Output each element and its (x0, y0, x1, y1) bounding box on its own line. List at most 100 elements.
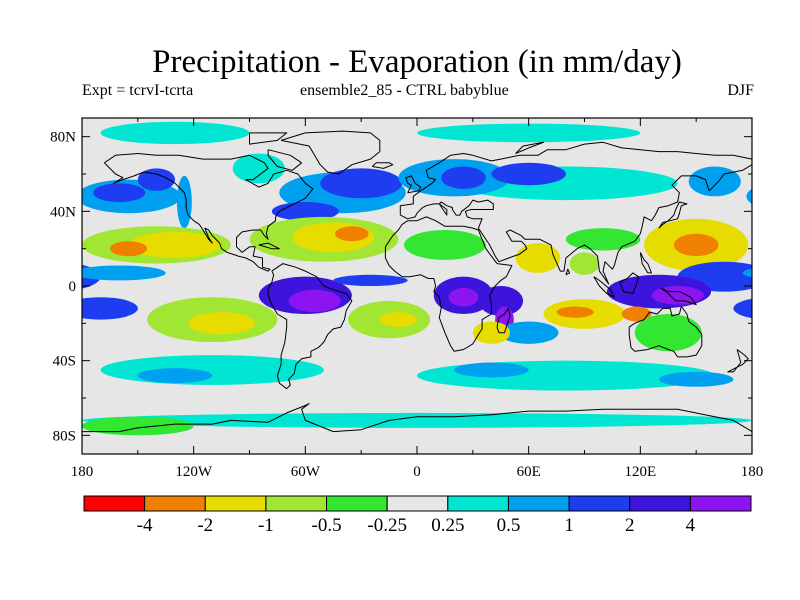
region-north-atlantic-subtropics-max (335, 226, 369, 242)
coastline-eurasia (399, 141, 752, 285)
region-north-pacific-storm-track-core (93, 183, 146, 203)
coastline-antarctica (82, 403, 752, 433)
left-subtitle: Expt = tcrvI-tcrta (82, 82, 194, 99)
season-label: DJF (727, 82, 754, 99)
y-tick-label: 80N (50, 130, 76, 146)
region-north-america-west-coast (176, 175, 192, 229)
coastline-baffin-island (267, 149, 303, 171)
region-southern-ocean-core-a (137, 368, 213, 384)
region-russia (491, 162, 566, 186)
y-tick-label: 40S (53, 354, 76, 370)
region-spcz (82, 297, 138, 320)
colorbar-box (568, 495, 631, 512)
x-tick-label: 60W (291, 464, 321, 480)
region-antarctic-margin (82, 412, 752, 428)
coastline-new-guinea (660, 287, 697, 306)
region-bay-of-bengal (569, 252, 600, 275)
colorbar-box (629, 495, 691, 512)
colorbar-label: -4 (137, 515, 153, 536)
colorbar-label: -1 (258, 515, 274, 536)
region-central-africa-core (448, 287, 479, 307)
coastline-north-america (103, 153, 314, 272)
region-north-pacific-storm-track (746, 188, 752, 204)
coastline-iceland (371, 162, 394, 169)
colorbar-label: -0.25 (367, 515, 407, 536)
coastline-sri-lanka (565, 268, 571, 276)
y-tick-label: 0 (69, 279, 77, 295)
colorbar-box (83, 495, 146, 512)
region-arabian-sea (515, 243, 561, 273)
region-northwest-australia (621, 306, 652, 322)
region-east-pacific-subtropics (752, 226, 800, 263)
x-tick-label: 180 (741, 464, 764, 480)
region-indian-ocean-dry-core (556, 306, 594, 318)
coastline-sumatra (593, 276, 615, 298)
colorbar-label: 0.5 (497, 515, 521, 536)
coastline-south-america (267, 263, 353, 390)
region-east-pacific-subtropics-core (128, 231, 222, 258)
colorbar-box (265, 495, 328, 512)
colorbar-box (507, 495, 570, 512)
coastline-madagascar (496, 307, 511, 334)
colorbar-box (447, 495, 509, 512)
coastline-ellesmere-island (249, 132, 288, 145)
colorbar: -4 -2 -1 -0.5 -0.25 0.25 0.5 1 2 4 (83, 495, 752, 536)
region-australia (634, 314, 702, 352)
center-subtitle: ensemble2_85 - CTRL babyblue (300, 82, 509, 99)
coastline-africa (384, 216, 513, 352)
region-sahara (403, 230, 486, 260)
colorbar-box (326, 495, 388, 512)
region-antarctic-margin (752, 413, 800, 428)
colorbar-box (144, 495, 206, 512)
region-ross-sea-dry (752, 417, 800, 436)
region-west-pacific-subtropics-max (673, 233, 719, 257)
region-atlantic-itcz (333, 274, 408, 286)
region-southern-ocean-belt-west (100, 355, 324, 385)
region-spcz (733, 298, 752, 319)
region-indian-ocean-south (498, 321, 559, 344)
region-antarctic-margin (0, 413, 82, 428)
page-title: Precipitation - Evaporation (in mm/day) (152, 44, 682, 80)
coastline-great-britain (405, 175, 422, 194)
colorbar-box (386, 495, 449, 512)
region-hawaii-subtropics-max (109, 241, 148, 257)
region-southern-ocean-core-b (658, 371, 734, 387)
colorbar-label: 0.25 (431, 515, 464, 536)
colorbar-label: -2 (197, 515, 213, 536)
y-tick-label: 80S (53, 428, 76, 444)
coastline-japan (658, 201, 688, 229)
colorbar-box (204, 495, 267, 512)
x-tick-label: 120E (624, 464, 656, 480)
colorbar-label: 4 (686, 515, 696, 536)
region-pacific-itcz-center (82, 265, 166, 281)
colorbar-box (689, 495, 752, 512)
x-tick-label: 0 (413, 464, 421, 480)
x-tick-label: 120W (175, 464, 213, 480)
region-pacific-itcz-center (742, 268, 752, 278)
coastline-australia (628, 306, 703, 358)
coastline-greenland (280, 130, 381, 175)
region-arctic-east (417, 123, 641, 143)
coastline-new-zealand (727, 349, 749, 373)
region-amazon-core (288, 289, 341, 313)
coastline-borneo (619, 272, 639, 294)
region-asia-subtropics (565, 228, 641, 251)
region-europe-core (441, 166, 486, 189)
region-south-atlantic-core (379, 312, 417, 328)
region-ross-sea-dry (82, 416, 194, 436)
region-arctic-west (100, 121, 250, 145)
region-hudson-bay (232, 153, 285, 184)
y-tick-label: 40N (50, 204, 76, 220)
coastline-philippines (639, 252, 652, 274)
region-north-atlantic-core (320, 168, 403, 199)
colorbar-label: -0.5 (312, 515, 342, 536)
field-layer (0, 118, 800, 454)
colorbar-label: 1 (564, 515, 574, 536)
coastline-layer (82, 130, 752, 433)
region-maritime-continent-core (651, 286, 704, 305)
axes-layer: 180 120W 60W 0 60E 120E 180 80N 40N 0 40S 80S (50, 118, 763, 480)
coastline-cuba (258, 242, 280, 250)
x-tick-label: 60E (517, 464, 541, 480)
coastline-novaya-zemlya (515, 141, 545, 154)
